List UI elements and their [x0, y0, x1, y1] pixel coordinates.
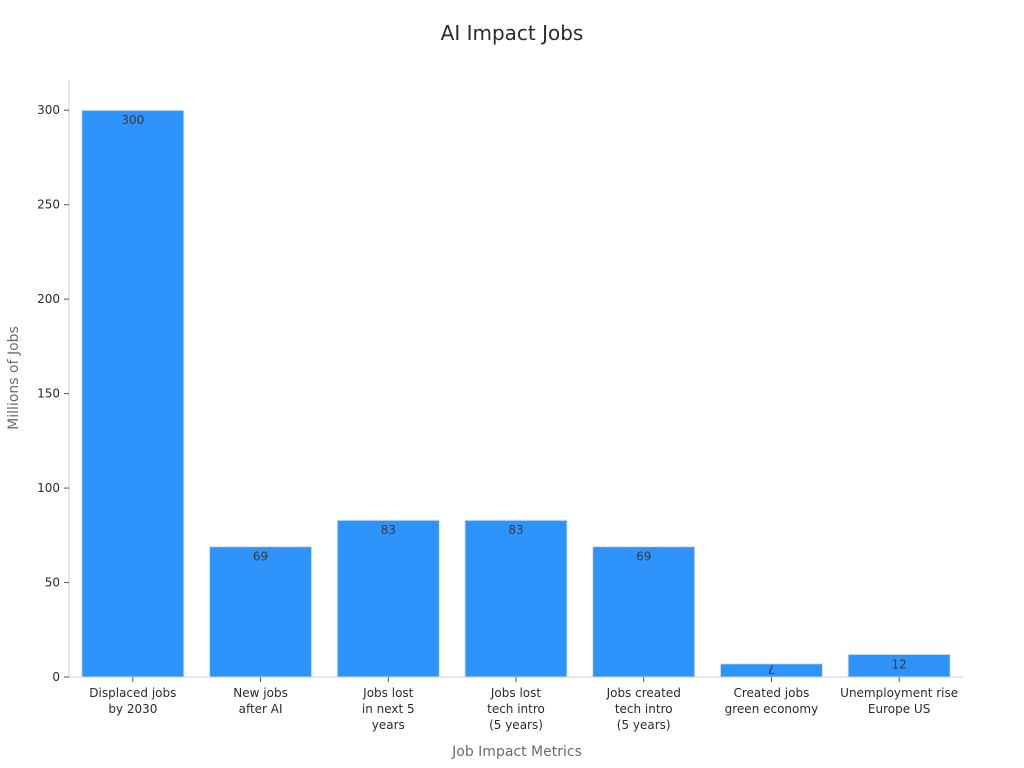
y-tick-label: 250 — [37, 198, 60, 212]
x-tick-label: after AI — [239, 702, 283, 716]
y-tick-label: 150 — [37, 387, 60, 401]
x-tick-label: Unemployment rise — [840, 686, 958, 700]
x-tick-label: tech intro — [487, 702, 545, 716]
x-tick-label: New jobs — [233, 686, 288, 700]
x-tick-label: in next 5 — [362, 702, 415, 716]
x-tick-label: Displaced jobs — [89, 686, 176, 700]
bar — [592, 546, 696, 678]
data-label: 69 — [253, 550, 268, 564]
data-label: 12 — [892, 657, 907, 671]
y-tick-label: 0 — [52, 670, 60, 684]
x-tick-label: Jobs lost — [490, 686, 541, 700]
x-tick-label: years — [372, 718, 405, 732]
x-axis-title: Job Impact Metrics — [451, 744, 582, 760]
bar — [336, 519, 440, 678]
y-tick-label: 300 — [37, 103, 60, 117]
y-tick-label: 50 — [45, 576, 60, 590]
y-tick-label: 100 — [37, 481, 60, 495]
x-tick-label: Created jobs — [733, 686, 809, 700]
x-tick-label: Jobs lost — [362, 686, 413, 700]
bar — [464, 519, 568, 678]
x-tick-label: tech intro — [615, 702, 673, 716]
y-ticks: 0 50 100 150 200 250 300 — [37, 103, 69, 684]
data-label: 69 — [636, 550, 651, 564]
data-labels-layer: 300 69 83 83 69 7 12 — [121, 113, 906, 676]
x-tick-label: green economy — [725, 702, 819, 716]
x-tick-label: by 2030 — [108, 702, 157, 716]
y-axis-title: Millions of Jobs — [6, 326, 22, 430]
bars-layer — [81, 109, 951, 678]
x-tick-label: (5 years) — [489, 718, 543, 732]
bar — [81, 109, 185, 678]
y-tick-label: 200 — [37, 292, 60, 306]
x-tick-label: (5 years) — [617, 718, 671, 732]
data-label: 300 — [121, 113, 144, 127]
x-ticks: Displaced jobs by 2030 New jobs after AI Job… — [89, 677, 958, 732]
data-label: 83 — [508, 523, 523, 537]
data-label: 7 — [768, 662, 776, 676]
data-label: 83 — [381, 523, 396, 537]
bar — [208, 546, 313, 678]
x-tick-label: Jobs created — [606, 686, 681, 700]
chart-title: AI Impact Jobs — [441, 21, 584, 45]
x-tick-label: Europe US — [868, 702, 930, 716]
